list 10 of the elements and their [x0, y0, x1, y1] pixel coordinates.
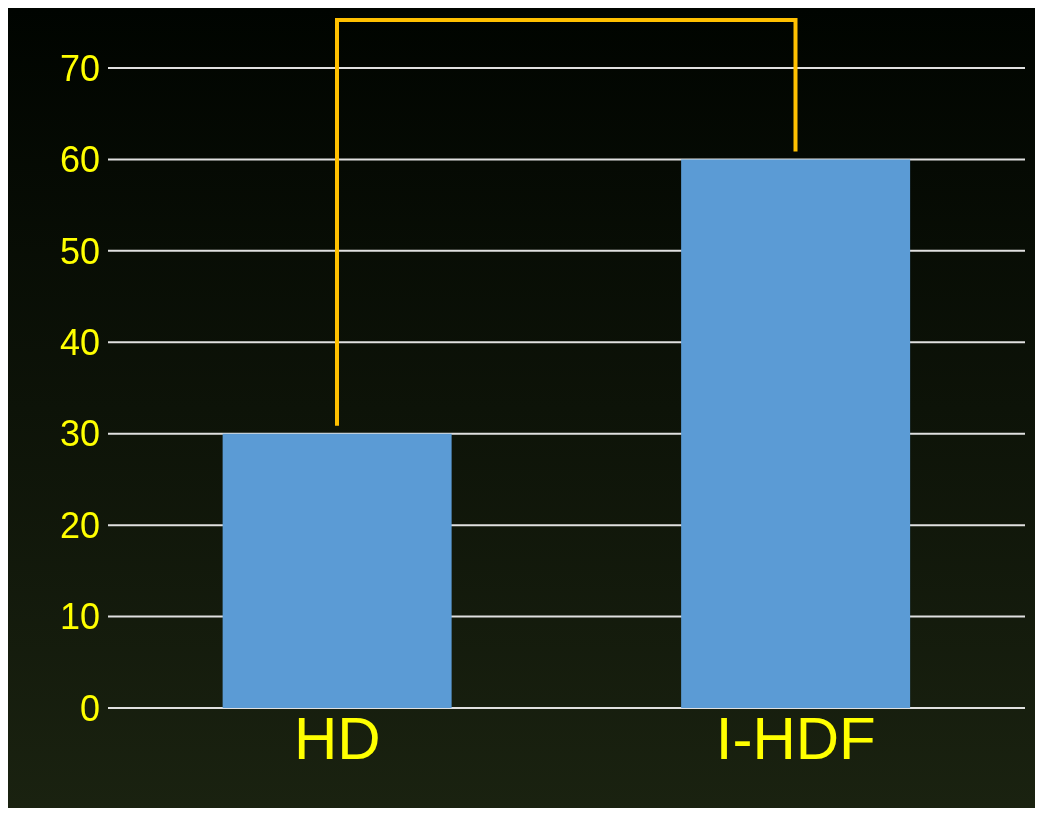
y-tick-label: 10	[59, 596, 100, 638]
y-tick-label: 50	[59, 230, 100, 272]
y-tick-label: 70	[59, 47, 100, 89]
y-tick-label: 30	[59, 413, 100, 455]
x-tick-label: HD	[293, 704, 381, 772]
y-tick-label: 40	[59, 322, 100, 364]
y-tick-label: 60	[59, 139, 100, 181]
x-tick-label: I-HDF	[715, 704, 876, 772]
y-tick-label: 0	[79, 687, 100, 729]
y-tick-label: 20	[59, 504, 100, 546]
